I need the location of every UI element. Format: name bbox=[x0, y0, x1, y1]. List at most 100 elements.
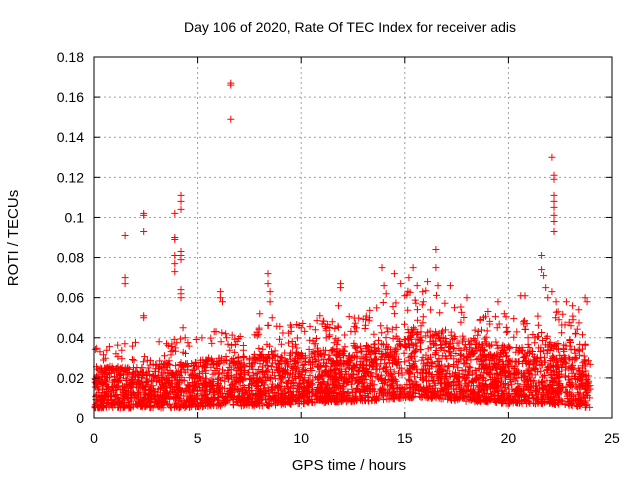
roti-point bbox=[223, 334, 231, 342]
y-tick-label: 0.04 bbox=[57, 330, 84, 346]
y-tick-label: 0.18 bbox=[57, 49, 84, 65]
roti-point bbox=[424, 278, 432, 286]
roti-point bbox=[544, 294, 552, 302]
roti-point bbox=[554, 308, 562, 316]
roti-point bbox=[297, 324, 305, 332]
roti-point bbox=[171, 209, 179, 217]
roti-point bbox=[216, 288, 224, 296]
roti-point bbox=[380, 282, 388, 290]
roti-point bbox=[181, 334, 189, 342]
roti-point bbox=[583, 298, 591, 306]
roti-point bbox=[550, 191, 558, 199]
roti-point bbox=[413, 282, 421, 290]
roti-point bbox=[219, 298, 226, 306]
roti-point bbox=[227, 115, 235, 123]
roti-point bbox=[266, 298, 274, 306]
roti-point bbox=[409, 264, 417, 272]
data-points bbox=[91, 79, 594, 412]
roti-point bbox=[264, 280, 272, 288]
y-tick-label: 0.06 bbox=[57, 290, 84, 306]
roti-point bbox=[366, 314, 374, 322]
roti-point bbox=[140, 211, 148, 219]
y-axis-label: ROTI / TECUs bbox=[5, 190, 22, 286]
roti-point bbox=[390, 270, 398, 278]
x-axis-label: GPS time / hours bbox=[292, 457, 406, 474]
roti-point bbox=[569, 302, 577, 310]
roti-point bbox=[179, 324, 187, 332]
y-tick-label: 0.12 bbox=[57, 169, 84, 185]
roti-point bbox=[337, 284, 345, 292]
roti-point bbox=[177, 256, 185, 264]
roti-point bbox=[171, 236, 179, 243]
roti-point bbox=[451, 304, 458, 312]
x-tick-label: 0 bbox=[90, 430, 98, 446]
roti-point bbox=[335, 302, 342, 310]
roti-point bbox=[419, 298, 427, 306]
roti-point bbox=[210, 328, 218, 336]
roti-point bbox=[227, 81, 235, 89]
roti-point bbox=[405, 274, 413, 282]
roti-point bbox=[177, 294, 185, 302]
roti-point bbox=[548, 288, 556, 296]
roti-point bbox=[216, 294, 224, 302]
y-tick-label: 0.02 bbox=[57, 370, 84, 386]
roti-point bbox=[494, 298, 502, 306]
roti-point bbox=[264, 270, 272, 278]
x-tick-label: 15 bbox=[397, 430, 413, 446]
roti-point bbox=[432, 246, 440, 253]
roti-point bbox=[434, 282, 442, 290]
roti-point bbox=[562, 298, 570, 306]
roti-point bbox=[538, 266, 546, 274]
roti-point bbox=[163, 340, 170, 348]
x-tick-label: 5 bbox=[194, 430, 202, 446]
roti-point bbox=[581, 294, 589, 302]
roti-point bbox=[121, 274, 129, 282]
roti-point bbox=[171, 268, 179, 276]
roti-point bbox=[351, 328, 359, 336]
roti-point bbox=[432, 264, 440, 272]
x-tick-label: 10 bbox=[293, 430, 309, 446]
roti-point bbox=[550, 228, 558, 235]
axis-tick-labels: 0 5 10 15 20 25 0 0.02 0.04 0.06 0.08 0.1 0.12 0.14 0.… bbox=[57, 49, 620, 446]
roti-point bbox=[500, 310, 508, 318]
roti-point bbox=[480, 314, 487, 322]
y-tick-label: 0.08 bbox=[57, 250, 84, 266]
roti-point bbox=[256, 310, 264, 318]
roti-point bbox=[171, 260, 179, 268]
roti-point bbox=[140, 314, 148, 322]
axis-ticks bbox=[93, 56, 613, 419]
roti-point bbox=[550, 203, 558, 211]
roti-point bbox=[463, 294, 471, 302]
roti-point bbox=[382, 290, 390, 298]
roti-point bbox=[401, 292, 409, 300]
y-tick-label: 0.1 bbox=[65, 209, 85, 225]
roti-point bbox=[552, 298, 560, 306]
roti-point bbox=[550, 197, 558, 205]
roti-point bbox=[550, 211, 558, 219]
x-tick-label: 20 bbox=[501, 430, 517, 446]
roti-point bbox=[542, 284, 550, 292]
roti-point bbox=[550, 175, 558, 183]
roti-point bbox=[268, 314, 276, 322]
y-tick-label: 0.16 bbox=[57, 89, 84, 105]
roti-point bbox=[171, 252, 179, 259]
roti-point bbox=[328, 318, 336, 326]
roti-point bbox=[575, 306, 583, 314]
roti-point bbox=[397, 280, 405, 288]
x-tick-label: 25 bbox=[604, 430, 620, 446]
plot-frame bbox=[93, 56, 613, 419]
roti-point bbox=[446, 282, 454, 290]
roti-point bbox=[316, 312, 324, 320]
chart-title: Day 106 of 2020, Rate Of TEC Index for r… bbox=[184, 19, 516, 35]
roti-point bbox=[540, 272, 548, 280]
roti-point bbox=[121, 232, 129, 239]
roti-point bbox=[177, 205, 185, 213]
roti-point bbox=[550, 218, 558, 225]
roti-point bbox=[140, 228, 148, 235]
roti-point bbox=[177, 191, 185, 199]
roti-point bbox=[177, 197, 185, 205]
roti-point bbox=[378, 264, 386, 272]
y-tick-label: 0.14 bbox=[57, 129, 84, 145]
roti-point bbox=[521, 292, 529, 300]
